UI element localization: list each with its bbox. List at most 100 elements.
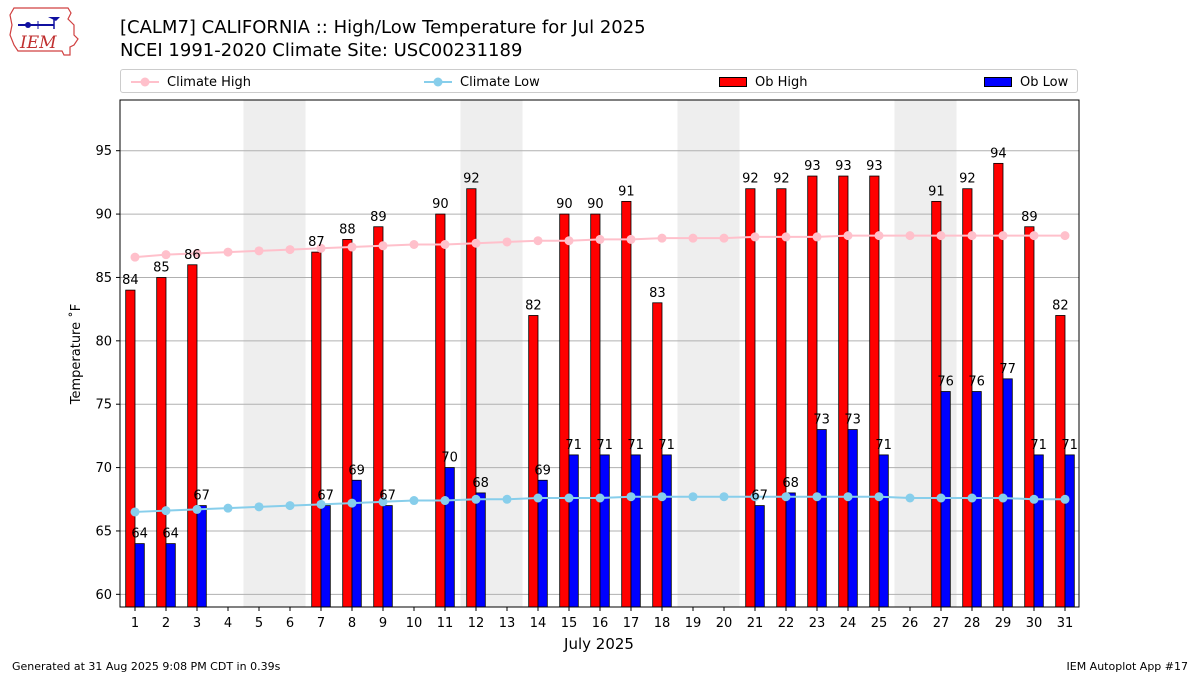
climate-lines	[130, 231, 1070, 517]
x-tick-label: 15	[561, 616, 578, 631]
ob-low-label: 64	[131, 527, 148, 542]
climate-high-point	[750, 232, 760, 242]
climate-high-point	[626, 234, 636, 244]
climate-low-point	[192, 504, 202, 514]
ob-high-label: 91	[928, 184, 945, 199]
x-tick-label: 22	[778, 616, 795, 631]
legend-item-climate-high: Climate High	[131, 73, 251, 91]
ob-low-label: 70	[441, 451, 458, 466]
climate-high-point	[812, 232, 822, 242]
ob-low-label: 73	[813, 413, 830, 428]
x-tick-label: 13	[499, 616, 516, 631]
ob-high-bar	[776, 188, 787, 608]
ob-high-bar	[807, 175, 818, 608]
ob-high-label: 93	[804, 159, 821, 174]
ob-low-label: 68	[782, 476, 799, 491]
climate-low-point	[1029, 494, 1039, 504]
climate-low-point	[719, 492, 729, 502]
legend-line-marker	[424, 77, 452, 87]
ob-high-label: 94	[990, 146, 1007, 161]
y-tick-label: 60	[95, 588, 112, 603]
x-tick-label: 18	[654, 616, 671, 631]
x-tick-label: 8	[348, 616, 356, 631]
ob-low-label: 73	[844, 413, 861, 428]
ob-high-label: 93	[835, 159, 852, 174]
ob-high-bar	[931, 200, 942, 608]
ob-high-label: 86	[184, 248, 201, 263]
climate-high-point	[440, 239, 450, 249]
climate-high-point	[130, 252, 140, 262]
y-axis-label: Temperature ˚F	[68, 304, 84, 405]
ob-high-bar	[156, 277, 167, 608]
ob-high-label: 92	[463, 172, 480, 187]
ob-high-label: 93	[866, 159, 883, 174]
x-tick-label: 3	[193, 616, 201, 631]
x-tick-label: 31	[1057, 616, 1074, 631]
x-tick-label: 24	[840, 616, 857, 631]
ob-high-label: 88	[339, 222, 356, 237]
ob-low-label: 68	[472, 476, 489, 491]
climate-low-point	[1060, 494, 1070, 504]
weekend-band	[677, 100, 740, 607]
ob-low-bar	[785, 492, 796, 608]
x-tick-label: 12	[468, 616, 485, 631]
legend-label: Climate Low	[460, 74, 540, 90]
x-tick-label: 10	[406, 616, 423, 631]
ob-high-bar	[1055, 315, 1066, 608]
climate-low-point	[285, 501, 295, 511]
gridlines	[120, 150, 1079, 595]
x-tick-label: 30	[1026, 616, 1043, 631]
ob-low-bar	[816, 429, 827, 608]
ob-high-bar	[962, 188, 973, 608]
legend-patch	[984, 77, 1012, 87]
y-tick-label: 75	[95, 398, 112, 413]
app-credit: IEM Autoplot App #17	[1066, 660, 1189, 673]
climate-high-point	[905, 231, 915, 241]
weekend-band	[894, 100, 957, 607]
x-axis-label: July 2025	[563, 635, 634, 653]
climate-high-point	[688, 233, 698, 243]
ob-low-bar	[599, 454, 610, 608]
climate-high-point	[471, 238, 481, 248]
climate-high-point	[192, 248, 202, 258]
y-tick-label: 65	[95, 524, 112, 539]
climate-high-point	[378, 241, 388, 251]
climate-low-point	[502, 494, 512, 504]
climate-high-point	[502, 237, 512, 247]
ob-high-bar	[652, 302, 663, 608]
x-tick-label: 26	[902, 616, 919, 631]
ob-high-label: 89	[1021, 210, 1038, 225]
climate-high-point	[781, 232, 791, 242]
climate-low-point	[533, 493, 543, 503]
ob-low-bar	[165, 543, 176, 608]
ob-low-label: 76	[937, 375, 954, 390]
ob-high-bar	[373, 226, 384, 608]
generated-timestamp: Generated at 31 Aug 2025 9:08 PM CDT in …	[12, 660, 281, 673]
ob-high-label: 92	[773, 172, 790, 187]
x-tick-label: 25	[871, 616, 888, 631]
climate-low-point	[440, 496, 450, 506]
bars	[125, 162, 1075, 608]
x-tick-label: 21	[747, 616, 764, 631]
x-tick-label: 5	[255, 616, 263, 631]
weekend-band	[460, 100, 523, 607]
legend-item-climate-low: Climate Low	[424, 73, 540, 91]
climate-high-point	[285, 245, 295, 255]
climate-low-point	[564, 493, 574, 503]
legend-patch	[719, 77, 747, 87]
climate-low-point	[967, 493, 977, 503]
ob-high-label: 82	[525, 298, 542, 313]
climate-high-point	[533, 236, 543, 246]
ob-low-label: 67	[751, 489, 768, 504]
iem-logo: IEM	[9, 7, 79, 56]
chart-legend: Climate High Climate Low Ob High Ob Low	[120, 69, 1078, 93]
x-tick-label: 6	[286, 616, 294, 631]
y-tick-label: 80	[95, 334, 112, 349]
ob-high-label: 87	[308, 235, 325, 250]
ob-low-bar	[1033, 454, 1044, 608]
climate-high-point	[316, 243, 326, 253]
ob-low-bar	[196, 505, 207, 608]
ob-low-bar	[754, 505, 765, 608]
ob-high-bar	[993, 162, 1004, 608]
